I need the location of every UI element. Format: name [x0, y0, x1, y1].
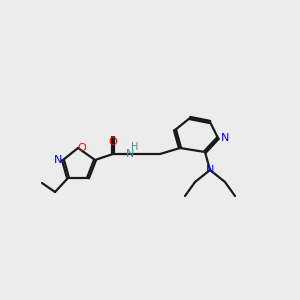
- Text: N: N: [54, 155, 62, 165]
- Text: N: N: [221, 133, 229, 143]
- Text: N: N: [126, 149, 134, 159]
- Text: O: O: [109, 137, 117, 147]
- Text: H: H: [131, 142, 139, 152]
- Text: N: N: [206, 165, 214, 175]
- Text: O: O: [78, 143, 86, 153]
